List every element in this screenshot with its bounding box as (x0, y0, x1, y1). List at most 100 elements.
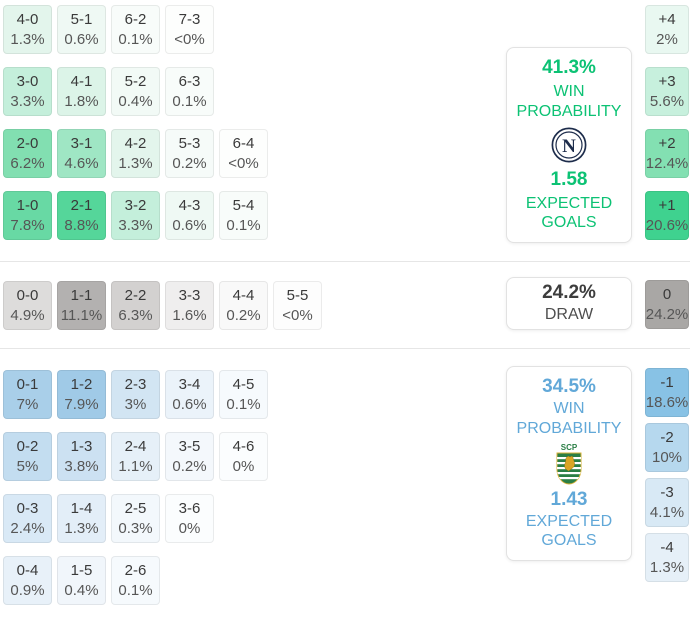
cell-score: 1-4 (70, 499, 93, 517)
cell-score: 4-5 (232, 375, 255, 393)
cell-percentage: 6.2% (10, 154, 45, 172)
cell-percentage: 0.2% (226, 306, 261, 324)
napoli-crest: N (551, 127, 587, 163)
cell-score: 3-2 (124, 196, 147, 214)
score-cell: 2-5 0.3% (111, 494, 160, 543)
score-cell: 5-2 0.4% (111, 67, 160, 116)
cell-percentage: 0.1% (226, 395, 261, 413)
cell-score: 5-1 (70, 10, 93, 28)
cell-percentage: 1.3% (118, 154, 153, 172)
score-row: 0 24.2% (645, 280, 689, 329)
cell-percentage: 0.1% (226, 216, 261, 234)
score-cell: 2-2 6.3% (111, 281, 160, 330)
cell-score: 1-5 (70, 561, 93, 579)
draw-score-row: 0-0 4.9% 1-1 11.1% 2-2 6.3% 3-3 1.6% 4-4 0.2% 5-5 <… (3, 281, 322, 330)
cell-score: 3-1 (70, 134, 93, 152)
cell-score: 5-3 (178, 134, 201, 152)
score-cell: 2-0 6.2% (3, 129, 52, 178)
cell-percentage: 0.9% (10, 581, 45, 599)
score-cell: 1-2 7.9% (57, 370, 106, 419)
score-cell: 3-3 1.6% (165, 281, 214, 330)
cell-percentage: 0.6% (172, 395, 207, 413)
score-cell: 0 24.2% (645, 280, 689, 329)
cell-percentage: 3% (124, 395, 147, 413)
cell-percentage: 0.1% (118, 581, 153, 599)
cell-score: 4-0 (16, 10, 39, 28)
away-win-score-matrix: 0-1 7% 1-2 7.9% 2-3 3% 3-4 0.6% 4-5 0.1% 0-2 5% 1-3 3… (3, 370, 268, 605)
cell-score: 3-3 (178, 286, 201, 304)
score-row: +3 5.6% (645, 67, 689, 116)
cell-score: 1-0 (16, 196, 39, 214)
cell-score: +4 (658, 10, 676, 28)
cell-score: 1-3 (70, 437, 93, 455)
score-cell: 2-1 8.8% (57, 191, 106, 240)
cell-score: -2 (660, 428, 674, 446)
score-cell: 5-3 0.2% (165, 129, 214, 178)
cell-percentage: 7.8% (10, 216, 45, 234)
home-expected-goals-value: 1.58 (550, 168, 588, 190)
cell-score: 0-0 (16, 286, 39, 304)
cell-score: 4-3 (178, 196, 201, 214)
cell-percentage: 1.3% (64, 519, 99, 537)
cell-score: 4-1 (70, 72, 93, 90)
home-win-score-matrix: 4-0 1.3% 5-1 0.6% 6-2 0.1% 7-3 <0% 3-0 3.3% 4-1 1.8… (3, 5, 268, 240)
score-row: +2 12.4% (645, 129, 689, 178)
score-row: 1-0 7.8% 2-1 8.8% 3-2 3.3% 4-3 0.6% 5-4 0.1% (3, 191, 268, 240)
cell-percentage: 3.3% (118, 216, 153, 234)
score-cell: -4 1.3% (645, 533, 689, 582)
cell-percentage: 0.6% (172, 216, 207, 234)
cell-score: 0-2 (16, 437, 39, 455)
score-cell: 4-5 0.1% (219, 370, 268, 419)
svg-text:SCP: SCP (561, 443, 578, 452)
score-cell: 6-4 <0% (219, 129, 268, 178)
score-cell: 1-5 0.4% (57, 556, 106, 605)
cell-score: +2 (658, 134, 676, 152)
cell-score: 0-3 (16, 499, 39, 517)
section-divider (0, 261, 690, 262)
score-cell: 4-1 1.8% (57, 67, 106, 116)
score-cell: -1 18.6% (645, 368, 689, 417)
score-row: 0-0 4.9% 1-1 11.1% 2-2 6.3% 3-3 1.6% 4-4 0.2% 5-5 <… (3, 281, 322, 330)
cell-score: 2-0 (16, 134, 39, 152)
cell-score: 2-4 (124, 437, 147, 455)
score-cell: 3-6 0% (165, 494, 214, 543)
cell-percentage: 18.6% (645, 393, 689, 411)
score-row: +1 20.6% (645, 191, 689, 240)
cell-percentage: 0.4% (64, 581, 99, 599)
cell-score: 0 (662, 285, 672, 303)
cell-percentage: 10% (651, 448, 683, 466)
score-cell: 6-2 0.1% (111, 5, 160, 54)
score-cell: 3-5 0.2% (165, 432, 214, 481)
away-goal-diff-column: -1 18.6% -2 10% -3 4.1% -4 1.3% (645, 368, 689, 582)
cell-score: 7-3 (178, 10, 201, 28)
cell-percentage: 4.9% (10, 306, 45, 324)
cell-percentage: 0.1% (118, 30, 153, 48)
score-cell: 4-4 0.2% (219, 281, 268, 330)
home-win-probability-label: WIN PROBABILITY (516, 83, 622, 120)
home-expected-goals-label: EXPECTED GOALS (525, 194, 613, 232)
draw-goal-diff-cell: 0 24.2% (645, 280, 689, 329)
score-row: -4 1.3% (645, 533, 689, 582)
cell-percentage: <0% (174, 30, 205, 48)
score-cell: +3 5.6% (645, 67, 689, 116)
cell-score: -1 (660, 373, 674, 391)
cell-score: 6-3 (178, 72, 201, 90)
cell-percentage: 0% (232, 457, 255, 475)
score-cell: +4 2% (645, 5, 689, 54)
score-cell: 3-1 4.6% (57, 129, 106, 178)
home-goal-diff-column: +4 2% +3 5.6% +2 12.4% +1 20.6% (645, 5, 689, 240)
cell-score: 0-1 (16, 375, 39, 393)
score-cell: 1-3 3.8% (57, 432, 106, 481)
cell-percentage: 0.6% (64, 30, 99, 48)
home-win-probability-value: 41.3% (542, 57, 596, 78)
score-row: 0-1 7% 1-2 7.9% 2-3 3% 3-4 0.6% 4-5 0.1% (3, 370, 268, 419)
score-cell: 2-3 3% (111, 370, 160, 419)
cell-percentage: 4.6% (64, 154, 99, 172)
score-cell: 3-4 0.6% (165, 370, 214, 419)
draw-label: DRAW (544, 306, 594, 324)
cell-percentage: 0.1% (172, 92, 207, 110)
draw-summary-card: 24.2% DRAW (506, 277, 632, 330)
score-cell: 7-3 <0% (165, 5, 214, 54)
draw-probability-value: 24.2% (542, 282, 596, 304)
score-cell: 4-3 0.6% (165, 191, 214, 240)
